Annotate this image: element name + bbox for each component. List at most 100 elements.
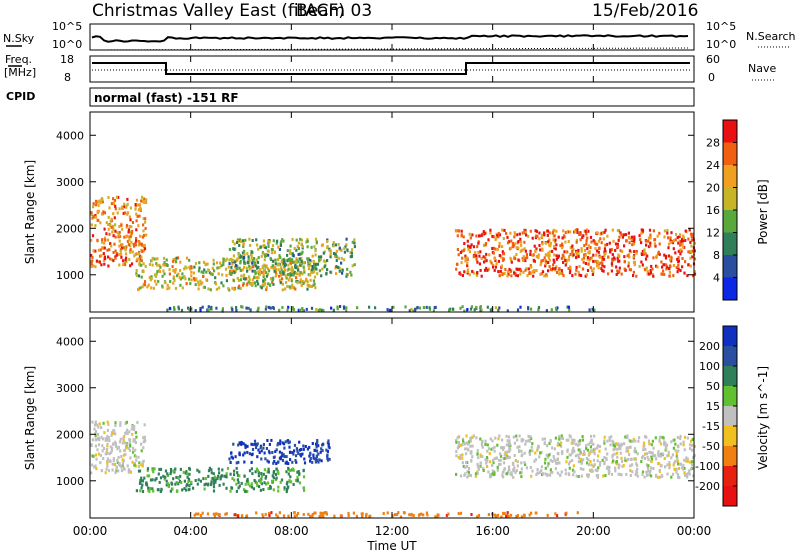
heatmap-cell: [516, 274, 519, 278]
heatmap-cell: [262, 239, 265, 243]
heatmap-cell: [679, 442, 682, 446]
heatmap-cell: [496, 443, 499, 447]
heatmap-cell: [225, 472, 228, 476]
heatmap-cell: [246, 252, 249, 256]
heatmap-cell: [645, 243, 648, 247]
heatmap-cell: [448, 308, 451, 312]
heatmap-cell: [330, 306, 333, 310]
heatmap-cell: [262, 515, 265, 519]
heatmap-cell: [214, 276, 217, 280]
colorbar-tick-label: 15: [706, 400, 720, 413]
heatmap-cell: [142, 446, 145, 450]
heatmap-cell: [579, 231, 582, 235]
heatmap-cell: [129, 250, 132, 254]
heatmap-cell: [677, 241, 680, 245]
heatmap-cell: [605, 457, 608, 460]
heatmap-cell: [293, 443, 297, 447]
heatmap-cell: [467, 473, 470, 477]
heatmap-cell: [553, 240, 557, 244]
heatmap-cell: [292, 452, 295, 456]
heatmap-cell: [279, 439, 282, 443]
heatmap-cell: [134, 455, 137, 459]
heatmap-cell: [329, 270, 332, 274]
heatmap-cell: [259, 245, 262, 249]
heatmap-cell: [515, 246, 518, 250]
heatmap-cell: [101, 437, 104, 441]
heatmap-cell: [154, 279, 157, 283]
heatmap-cell: [530, 445, 533, 449]
heatmap-cell: [229, 272, 232, 276]
heatmap-cell: [94, 265, 97, 269]
heatmap-cell: [467, 467, 471, 470]
heatmap-cell: [103, 236, 107, 240]
heatmap-cell: [320, 514, 323, 518]
heatmap-cell: [248, 237, 251, 241]
heatmap-cell: [278, 450, 281, 454]
heatmap-cell: [540, 469, 543, 473]
heatmap-cell: [140, 463, 143, 467]
heatmap-cell: [195, 512, 198, 516]
heatmap-cell: [520, 475, 523, 479]
heatmap-cell: [650, 458, 654, 461]
heatmap-cell: [549, 244, 552, 248]
heatmap-cell: [272, 456, 275, 459]
heatmap-cell: [197, 283, 200, 287]
heatmap-cell: [585, 473, 589, 477]
heatmap-cell: [90, 211, 93, 215]
heatmap-cell: [119, 249, 122, 253]
heatmap-cell: [497, 231, 500, 235]
heatmap-cell: [255, 238, 258, 242]
heatmap-cell: [291, 268, 295, 272]
heatmap-cell: [103, 262, 106, 266]
heatmap-cell: [534, 229, 537, 233]
heatmap-cell: [476, 260, 479, 264]
heatmap-cell: [277, 263, 281, 267]
heatmap-cell: [618, 235, 621, 239]
heatmap-cell: [173, 278, 176, 282]
heatmap-cell: [571, 249, 574, 253]
heatmap-cell: [561, 244, 564, 248]
heatmap-cell: [457, 253, 460, 257]
heatmap-cell: [546, 464, 549, 468]
heatmap-cell: [237, 443, 240, 447]
colorbar-segment: [723, 210, 737, 233]
heatmap-cell: [94, 199, 98, 203]
heatmap-cell: [135, 272, 138, 276]
heatmap-cell: [263, 481, 266, 485]
heatmap-cell: [556, 514, 559, 518]
heatmap-cell: [350, 251, 353, 255]
heatmap-cell: [583, 452, 586, 456]
heatmap-cell: [237, 514, 240, 518]
heatmap-cell: [527, 434, 530, 438]
heatmap-cell: [243, 260, 246, 264]
heatmap-cell: [129, 218, 132, 222]
heatmap-cell: [688, 472, 691, 476]
heatmap-cell: [596, 475, 599, 479]
heatmap-cell: [658, 242, 661, 246]
heatmap-cell: [356, 306, 359, 310]
heatmap-cell: [312, 268, 315, 272]
heatmap-cell: [678, 476, 681, 479]
heatmap-cell: [487, 470, 490, 474]
heatmap-cell: [643, 267, 647, 271]
heatmap-cell: [129, 444, 132, 448]
heatmap-cell: [296, 281, 299, 285]
heatmap-cell: [343, 258, 346, 262]
heatmap-cell: [107, 255, 110, 259]
heatmap-cell: [149, 478, 153, 482]
heatmap-cell: [103, 255, 106, 259]
heatmap-cell: [625, 233, 628, 237]
heatmap-cell: [181, 276, 184, 280]
heatmap-cell: [502, 446, 506, 450]
heatmap-cell: [287, 485, 290, 489]
heatmap-cell: [514, 459, 517, 462]
heatmap-cell: [458, 271, 461, 275]
y-tick-label: 4000: [56, 335, 84, 348]
heatmap-cell: [250, 485, 254, 489]
heatmap-cell: [551, 470, 554, 474]
heatmap-cell: [228, 457, 231, 461]
heatmap-cell: [185, 488, 188, 492]
heatmap-cell: [670, 240, 673, 244]
heatmap-cell: [320, 459, 323, 463]
heatmap-cell: [280, 455, 283, 459]
